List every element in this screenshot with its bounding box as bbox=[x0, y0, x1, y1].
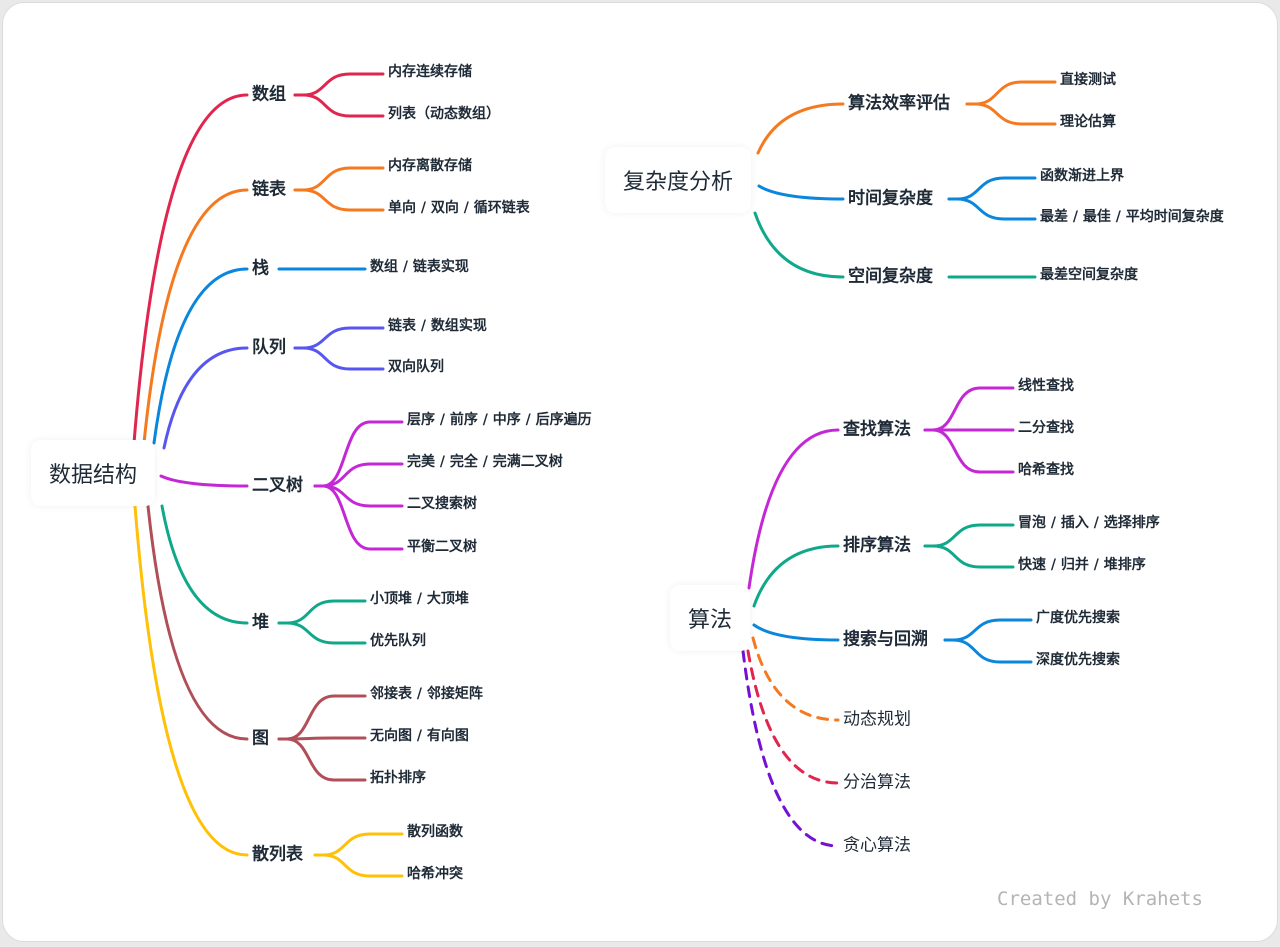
leaf-connector bbox=[943, 618, 1033, 642]
leaf-connector bbox=[277, 621, 367, 645]
leaf-node[interactable]: 快速 / 归并 / 堆排序 bbox=[1018, 557, 1146, 573]
branch-connector bbox=[752, 623, 840, 642]
leaf-node[interactable]: 内存连续存储 bbox=[388, 64, 472, 80]
leaf-node[interactable]: 深度优先搜索 bbox=[1036, 652, 1120, 668]
leaf-node[interactable]: 无向图 / 有向图 bbox=[370, 728, 469, 744]
leaf-node[interactable]: 拓扑排序 bbox=[370, 770, 426, 786]
root-node[interactable]: 算法 bbox=[669, 585, 751, 651]
branch-connector bbox=[152, 267, 249, 445]
leaf-node[interactable]: 哈希查找 bbox=[1018, 462, 1074, 478]
leaf-connector bbox=[293, 188, 385, 212]
leaf-node[interactable]: 链表 / 数组实现 bbox=[388, 318, 487, 334]
leaf-node[interactable]: 层序 / 前序 / 中序 / 后序遍历 bbox=[407, 412, 592, 428]
leaf-connector bbox=[923, 386, 1015, 432]
branch-node[interactable]: 搜索与回溯 bbox=[843, 629, 928, 650]
branch-connector bbox=[159, 474, 249, 488]
leaf-connector bbox=[277, 737, 367, 782]
leaf-connector bbox=[947, 197, 1037, 221]
leaf-connector bbox=[923, 428, 1015, 474]
leaf-node[interactable]: 冒泡 / 插入 / 选择排序 bbox=[1018, 515, 1160, 531]
leaf-node[interactable]: 最差 / 最佳 / 平均时间复杂度 bbox=[1040, 209, 1224, 225]
leaf-node[interactable]: 理论估算 bbox=[1060, 114, 1116, 130]
branch-connector bbox=[132, 93, 249, 445]
branch-node[interactable]: 空间复杂度 bbox=[848, 266, 933, 287]
branch-connector bbox=[753, 211, 845, 279]
leaf-connector bbox=[313, 853, 404, 878]
branch-connector bbox=[751, 636, 840, 722]
branch-node[interactable]: 算法效率评估 bbox=[848, 93, 950, 114]
leaf-node[interactable]: 广度优先搜索 bbox=[1036, 610, 1120, 626]
branch-connector bbox=[741, 649, 840, 848]
branch-node[interactable]: 队列 bbox=[252, 337, 286, 358]
leaf-node[interactable]: 最差空间复杂度 bbox=[1040, 267, 1138, 283]
leaf-node[interactable]: 邻接表 / 邻接矩阵 bbox=[370, 686, 483, 702]
branch-node[interactable]: 堆 bbox=[252, 612, 269, 633]
leaf-node[interactable]: 平衡二叉树 bbox=[407, 539, 477, 555]
leaf-connector bbox=[923, 523, 1015, 548]
branch-node[interactable]: 动态规划 bbox=[843, 709, 911, 730]
branch-node[interactable]: 排序算法 bbox=[843, 535, 911, 556]
branch-node[interactable]: 二叉树 bbox=[252, 475, 303, 496]
leaf-node[interactable]: 直接测试 bbox=[1060, 72, 1116, 88]
branch-node[interactable]: 贪心算法 bbox=[843, 835, 911, 856]
leaf-node[interactable]: 单向 / 双向 / 循环链表 bbox=[388, 200, 530, 216]
leaf-connector bbox=[277, 694, 367, 741]
branch-node[interactable]: 链表 bbox=[252, 179, 286, 200]
leaf-connector bbox=[293, 166, 385, 192]
leaf-node[interactable]: 内存离散存储 bbox=[388, 158, 472, 174]
branch-connector bbox=[746, 649, 840, 785]
leaf-connector bbox=[293, 326, 385, 350]
leaf-connector bbox=[313, 462, 404, 488]
leaf-node[interactable]: 列表（动态数组） bbox=[388, 106, 500, 122]
branch-connector bbox=[162, 346, 249, 450]
root-node[interactable]: 复杂度分析 bbox=[604, 147, 752, 213]
branch-connector bbox=[747, 428, 840, 590]
leaf-connector bbox=[923, 544, 1015, 569]
branch-node[interactable]: 分治算法 bbox=[843, 772, 911, 793]
leaf-node[interactable]: 哈希冲突 bbox=[407, 866, 463, 882]
leaf-connector bbox=[965, 102, 1057, 126]
leaf-node[interactable]: 线性查找 bbox=[1018, 378, 1074, 394]
branch-connector bbox=[752, 544, 840, 608]
leaf-node[interactable]: 双向队列 bbox=[388, 359, 444, 375]
branch-connector bbox=[133, 504, 249, 857]
leaf-node[interactable]: 二叉搜索树 bbox=[407, 496, 477, 512]
leaf-node[interactable]: 小顶堆 / 大顶堆 bbox=[370, 591, 469, 607]
branch-connector bbox=[757, 184, 845, 201]
branch-node[interactable]: 图 bbox=[252, 728, 269, 749]
root-node[interactable]: 数据结构 bbox=[30, 440, 156, 506]
branch-node[interactable]: 查找算法 bbox=[843, 419, 911, 440]
leaf-connector bbox=[313, 832, 404, 857]
leaf-connector bbox=[313, 420, 404, 488]
connector-layer bbox=[132, 72, 1057, 878]
leaf-node[interactable]: 优先队列 bbox=[370, 633, 426, 649]
branch-connector bbox=[160, 504, 249, 625]
leaf-connector bbox=[313, 484, 404, 551]
leaf-node[interactable]: 完美 / 完全 / 完满二叉树 bbox=[407, 454, 563, 470]
branch-node[interactable]: 栈 bbox=[252, 258, 269, 279]
watermark: Created by Krahets bbox=[997, 888, 1203, 910]
leaf-node[interactable]: 数组 / 链表实现 bbox=[370, 259, 469, 275]
branch-connector bbox=[142, 188, 249, 445]
branch-node[interactable]: 散列表 bbox=[252, 844, 303, 865]
leaf-connector bbox=[277, 599, 367, 625]
leaf-connector bbox=[943, 638, 1033, 664]
branch-node[interactable]: 数组 bbox=[252, 84, 286, 105]
leaf-connector bbox=[293, 346, 385, 371]
leaf-node[interactable]: 函数渐进上界 bbox=[1040, 168, 1124, 184]
leaf-connector bbox=[293, 72, 385, 97]
leaf-node[interactable]: 二分查找 bbox=[1018, 420, 1074, 436]
branch-node[interactable]: 时间复杂度 bbox=[848, 188, 933, 209]
branch-connector bbox=[146, 504, 249, 741]
leaf-node[interactable]: 散列函数 bbox=[407, 824, 463, 840]
leaf-connector bbox=[313, 484, 404, 508]
leaf-connector bbox=[965, 80, 1057, 106]
leaf-connector bbox=[293, 93, 385, 118]
branch-connector bbox=[756, 102, 845, 155]
leaf-connector bbox=[947, 176, 1037, 201]
